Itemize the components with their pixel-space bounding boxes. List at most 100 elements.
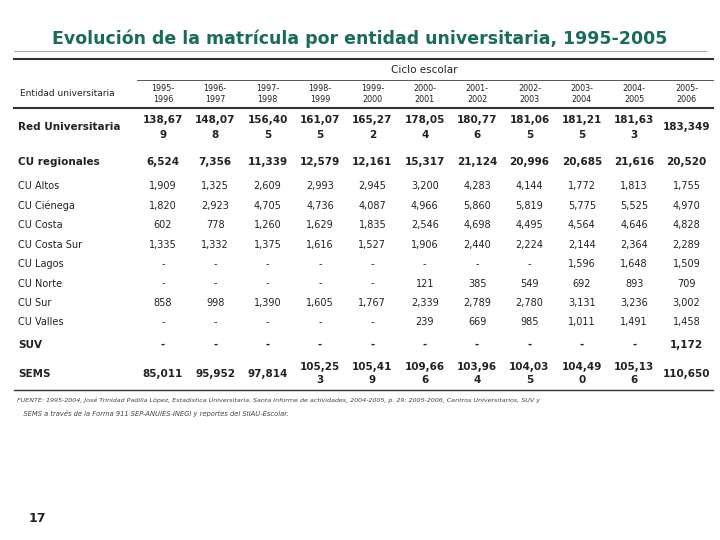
Text: -: -: [213, 318, 217, 327]
Text: CU Costa: CU Costa: [18, 220, 63, 230]
Text: 2,993: 2,993: [306, 181, 334, 191]
Text: -: -: [318, 318, 322, 327]
Text: 15,317: 15,317: [405, 157, 445, 167]
Text: 5,819: 5,819: [516, 201, 544, 211]
Text: Entidad universitaria: Entidad universitaria: [20, 90, 114, 98]
Text: -: -: [475, 259, 479, 269]
Text: 1998-
1999: 1998- 1999: [308, 84, 331, 104]
Text: CU Sur: CU Sur: [18, 298, 51, 308]
Text: 1,172: 1,172: [670, 340, 703, 349]
Text: 7,356: 7,356: [199, 157, 232, 167]
Text: 2: 2: [369, 130, 376, 140]
Text: 985: 985: [521, 318, 539, 327]
Text: 4,495: 4,495: [516, 220, 544, 230]
Text: 2004-
2005: 2004- 2005: [623, 84, 646, 104]
Text: FUENTE: 1995-2004, José Trinidad Padilla López, Estadística Universitaria. Santa: FUENTE: 1995-2004, José Trinidad Padilla…: [17, 398, 539, 403]
Text: -: -: [580, 340, 584, 349]
Text: 110,650: 110,650: [663, 369, 711, 379]
Text: 2,224: 2,224: [516, 240, 544, 249]
Text: 1,772: 1,772: [568, 181, 596, 191]
Text: 6: 6: [421, 375, 428, 386]
Text: 6: 6: [474, 130, 481, 140]
Text: Red Universitaria: Red Universitaria: [18, 123, 120, 132]
Text: 5: 5: [526, 130, 533, 140]
Text: 4,646: 4,646: [621, 220, 648, 230]
Text: -: -: [423, 259, 426, 269]
Text: 3,002: 3,002: [672, 298, 701, 308]
Text: -: -: [161, 340, 165, 349]
Text: CU Valles: CU Valles: [18, 318, 63, 327]
Text: 183,349: 183,349: [663, 123, 711, 132]
Text: -: -: [371, 318, 374, 327]
Text: 121: 121: [415, 279, 434, 288]
Text: 4,698: 4,698: [463, 220, 491, 230]
Text: 3,236: 3,236: [621, 298, 648, 308]
Text: 2,546: 2,546: [411, 220, 438, 230]
Text: 3: 3: [631, 130, 638, 140]
Text: 549: 549: [521, 279, 539, 288]
Text: -: -: [161, 279, 165, 288]
Text: Ciclo escolar: Ciclo escolar: [392, 65, 458, 75]
Text: 709: 709: [678, 279, 696, 288]
Text: 178,05: 178,05: [405, 114, 445, 125]
Text: 21,616: 21,616: [614, 157, 654, 167]
Text: 103,96: 103,96: [457, 362, 497, 372]
Text: 97,814: 97,814: [248, 369, 288, 379]
Text: 180,77: 180,77: [457, 114, 498, 125]
Text: 161,07: 161,07: [300, 114, 340, 125]
Text: 105,13: 105,13: [614, 362, 654, 372]
Text: 2,923: 2,923: [202, 201, 229, 211]
Text: -: -: [266, 279, 269, 288]
Text: 181,63: 181,63: [614, 114, 654, 125]
Text: 6: 6: [631, 375, 638, 386]
Text: 0: 0: [578, 375, 585, 386]
Text: 1,390: 1,390: [253, 298, 282, 308]
Text: -: -: [266, 340, 270, 349]
Text: 148,07: 148,07: [195, 114, 235, 125]
Text: 5: 5: [526, 375, 533, 386]
Text: 4,970: 4,970: [672, 201, 701, 211]
Text: 1,458: 1,458: [672, 318, 701, 327]
Text: 1,011: 1,011: [568, 318, 595, 327]
Text: 2,339: 2,339: [411, 298, 438, 308]
Text: -: -: [475, 340, 480, 349]
Text: 104,03: 104,03: [509, 362, 549, 372]
Text: 12,161: 12,161: [352, 157, 392, 167]
Text: 4: 4: [474, 375, 481, 386]
Text: -: -: [266, 259, 269, 269]
Text: -: -: [213, 279, 217, 288]
Text: 602: 602: [153, 220, 172, 230]
Text: 2,289: 2,289: [672, 240, 701, 249]
Text: SUV: SUV: [18, 340, 42, 349]
Text: 1,755: 1,755: [672, 181, 701, 191]
Text: -: -: [528, 259, 531, 269]
Text: CU Ciénega: CU Ciénega: [18, 200, 75, 211]
Text: 1,820: 1,820: [149, 201, 176, 211]
Text: SEMS a través de la Forma 911 SEP-ANUIES-INEGI y reportes del SIIAU-Escolar.: SEMS a través de la Forma 911 SEP-ANUIES…: [17, 410, 288, 417]
Text: 1,767: 1,767: [359, 298, 386, 308]
Text: 5,525: 5,525: [620, 201, 648, 211]
Text: 858: 858: [153, 298, 172, 308]
Text: 5,860: 5,860: [463, 201, 491, 211]
Text: 165,27: 165,27: [352, 114, 392, 125]
Text: 85,011: 85,011: [143, 369, 183, 379]
Text: 3: 3: [316, 375, 323, 386]
Text: 1,375: 1,375: [253, 240, 282, 249]
Text: 1,509: 1,509: [672, 259, 701, 269]
Text: 1,909: 1,909: [149, 181, 176, 191]
Text: 1996-
1997: 1996- 1997: [204, 84, 227, 104]
Text: 17: 17: [29, 512, 46, 525]
Text: 181,21: 181,21: [562, 114, 602, 125]
Text: -: -: [318, 279, 322, 288]
Text: 3,131: 3,131: [568, 298, 595, 308]
Text: 1999-
2000: 1999- 2000: [361, 84, 384, 104]
Text: 2,144: 2,144: [568, 240, 595, 249]
Text: CU Altos: CU Altos: [18, 181, 59, 191]
Text: 4,087: 4,087: [359, 201, 386, 211]
Text: 2001-
2002: 2001- 2002: [466, 84, 489, 104]
Text: 893: 893: [625, 279, 644, 288]
Text: -: -: [370, 340, 374, 349]
Text: 1,332: 1,332: [202, 240, 229, 249]
Text: 385: 385: [468, 279, 486, 288]
Text: 1,596: 1,596: [568, 259, 595, 269]
